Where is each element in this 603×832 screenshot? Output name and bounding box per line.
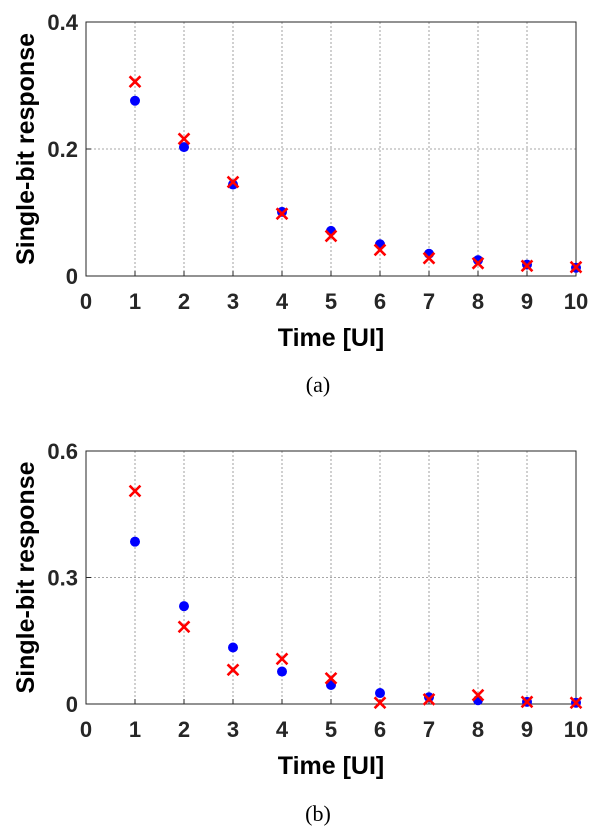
figure-caption: (a)	[306, 372, 330, 397]
data-point-x	[177, 620, 191, 634]
data-point-x	[275, 207, 289, 221]
y-tick-label: 0	[66, 692, 78, 717]
x-tick-label: 10	[564, 289, 588, 314]
x-tick-label: 7	[423, 289, 435, 314]
data-point-x	[520, 259, 534, 273]
y-tick-label: 0.6	[47, 439, 78, 464]
data-point-x	[324, 671, 338, 685]
x-tick-label: 0	[80, 717, 92, 742]
x-tick-label: 5	[325, 289, 337, 314]
data-point-circle	[277, 666, 287, 677]
y-axis-label: Single-bit response	[12, 33, 40, 265]
data-point-circle	[179, 142, 189, 153]
data-point-circle	[179, 601, 189, 612]
data-point-circle	[424, 692, 434, 703]
data-point-x	[422, 693, 436, 706]
data-point-x	[373, 243, 387, 257]
x-tick-label: 4	[276, 717, 289, 742]
x-tick-label: 8	[472, 717, 484, 742]
data-point-x	[275, 652, 289, 666]
figure-caption: (b)	[305, 801, 331, 826]
data-point-x	[471, 688, 485, 702]
chart-a: 0 1 2 3 4 5 6 7 8 9 10 0 0.2 0.4 Time [UI] Single-bit r…	[12, 10, 588, 397]
y-tick-label: 0.4	[47, 10, 78, 35]
data-point-circle	[228, 642, 238, 653]
x-tick-label: 9	[521, 717, 533, 742]
data-point-x	[128, 484, 142, 498]
chart-b: 0 1 2 3 4 5 6 7 8 9 10 0 0.3 0.6 Time [UI] Single-bit r…	[12, 439, 588, 826]
data-point-circle	[375, 688, 385, 699]
x-tick-label: 1	[129, 717, 141, 742]
x-tick-label: 1	[129, 289, 141, 314]
x-tick-label: 7	[423, 717, 435, 742]
x-tick-label: 4	[276, 289, 289, 314]
data-point-x	[471, 256, 485, 270]
x-tick-label: 0	[80, 289, 92, 314]
data-point-x	[128, 75, 142, 89]
y-tick-label: 0.2	[47, 137, 78, 162]
data-point-x	[569, 696, 583, 710]
data-point-x	[520, 695, 534, 709]
data-point-circle	[228, 179, 238, 190]
x-axis-label: Time [UI]	[278, 752, 385, 780]
y-axis-label: Single-bit response	[12, 461, 40, 693]
x-tick-label: 2	[178, 289, 190, 314]
y-tick-label: 0	[66, 264, 78, 289]
data-point-circle	[130, 536, 140, 547]
data-point-x	[324, 229, 338, 243]
x-tick-label: 3	[227, 717, 239, 742]
x-tick-label: 6	[374, 717, 386, 742]
x-axis-label: Time [UI]	[278, 324, 385, 352]
data-point-x	[226, 175, 240, 189]
data-point-circle	[130, 95, 140, 106]
x-tick-label: 2	[178, 717, 190, 742]
data-point-x	[226, 663, 240, 677]
y-tick-label: 0.3	[47, 566, 78, 591]
data-point-x	[177, 132, 191, 146]
x-tick-label: 9	[521, 289, 533, 314]
x-tick-label: 6	[374, 289, 386, 314]
x-tick-label: 3	[227, 289, 239, 314]
data-point-x	[569, 260, 583, 274]
data-point-x	[422, 251, 436, 265]
x-tick-label: 5	[325, 717, 337, 742]
data-point-circle	[277, 206, 287, 217]
data-point-x	[373, 696, 387, 710]
x-tick-label: 8	[472, 289, 484, 314]
x-tick-label: 10	[564, 717, 588, 742]
